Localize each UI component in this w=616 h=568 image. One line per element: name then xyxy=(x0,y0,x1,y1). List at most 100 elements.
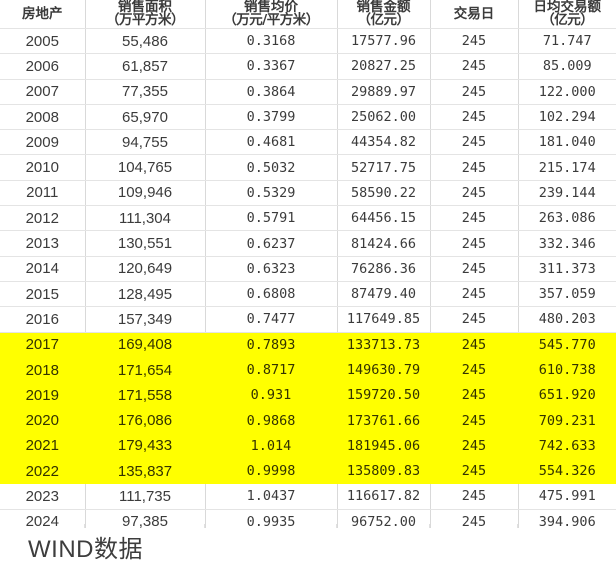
table-row[interactable]: 2019 171,558 0.931 159720.50 245 651.920 xyxy=(0,382,616,409)
cell-daily-amount[interactable]: 71.747 xyxy=(518,28,616,55)
cell-year[interactable]: 2005 xyxy=(0,28,86,55)
table-row[interactable]: 2023 111,735 1.0437 116617.82 245 475.991 xyxy=(0,483,616,510)
cell-year[interactable]: 2018 xyxy=(0,357,86,384)
cell-avg-price[interactable]: 0.6808 xyxy=(205,281,338,308)
cell-sales-amount[interactable]: 116617.82 xyxy=(337,483,431,510)
cell-sales-area[interactable]: 135,837 xyxy=(85,458,206,485)
cell-avg-price[interactable]: 0.4681 xyxy=(205,129,338,156)
cell-trading-days[interactable]: 245 xyxy=(430,357,519,384)
cell-year[interactable]: 2012 xyxy=(0,205,86,232)
cell-avg-price[interactable]: 0.7893 xyxy=(205,332,338,358)
cell-trading-days[interactable]: 245 xyxy=(430,256,519,282)
table-row[interactable]: 2014 120,649 0.6323 76286.36 245 311.373 xyxy=(0,256,616,282)
cell-sales-amount[interactable]: 52717.75 xyxy=(337,154,431,181)
cell-daily-amount[interactable]: 102.294 xyxy=(518,104,616,131)
table-row[interactable]: 2008 65,970 0.3799 25062.00 245 102.294 xyxy=(0,104,616,131)
table-row[interactable]: 2006 61,857 0.3367 20827.25 245 85.009 xyxy=(0,53,616,80)
cell-avg-price[interactable]: 0.5791 xyxy=(205,205,338,232)
cell-daily-amount[interactable]: 311.373 xyxy=(518,256,616,282)
cell-sales-area[interactable]: 171,654 xyxy=(85,357,206,384)
table-row[interactable]: 2022 135,837 0.9998 135809.83 245 554.326 xyxy=(0,458,616,485)
cell-sales-area[interactable]: 77,355 xyxy=(85,79,206,105)
cell-trading-days[interactable]: 245 xyxy=(430,28,519,55)
cell-avg-price[interactable]: 0.6323 xyxy=(205,256,338,282)
table-row[interactable]: 2012 111,304 0.5791 64456.15 245 263.086 xyxy=(0,205,616,232)
cell-sales-area[interactable]: 169,408 xyxy=(85,332,206,358)
cell-year[interactable]: 2022 xyxy=(0,458,86,485)
table-row[interactable]: 2005 55,486 0.3168 17577.96 245 71.747 xyxy=(0,28,616,55)
cell-trading-days[interactable]: 245 xyxy=(430,205,519,232)
cell-trading-days[interactable]: 245 xyxy=(430,154,519,181)
cell-trading-days[interactable]: 245 xyxy=(430,433,519,460)
cell-daily-amount[interactable]: 480.203 xyxy=(518,306,616,333)
cell-avg-price[interactable]: 0.7477 xyxy=(205,306,338,333)
cell-trading-days[interactable]: 245 xyxy=(430,129,519,156)
cell-avg-price[interactable]: 0.6237 xyxy=(205,230,338,257)
cell-avg-price[interactable]: 0.3367 xyxy=(205,53,338,80)
cell-sales-amount[interactable]: 135809.83 xyxy=(337,458,431,485)
cell-sales-area[interactable]: 65,970 xyxy=(85,104,206,131)
cell-sales-area[interactable]: 61,857 xyxy=(85,53,206,80)
cell-sales-amount[interactable]: 20827.25 xyxy=(337,53,431,80)
cell-year[interactable]: 2016 xyxy=(0,306,86,333)
cell-year[interactable]: 2010 xyxy=(0,154,86,181)
cell-trading-days[interactable]: 245 xyxy=(430,332,519,358)
cell-trading-days[interactable]: 245 xyxy=(430,483,519,510)
cell-sales-area[interactable]: 104,765 xyxy=(85,154,206,181)
cell-sales-amount[interactable]: 29889.97 xyxy=(337,79,431,105)
cell-sales-area[interactable]: 130,551 xyxy=(85,230,206,257)
cell-sales-area[interactable]: 157,349 xyxy=(85,306,206,333)
table-row[interactable]: 2016 157,349 0.7477 117649.85 245 480.203 xyxy=(0,306,616,333)
cell-avg-price[interactable]: 1.0437 xyxy=(205,483,338,510)
table-row[interactable]: 2007 77,355 0.3864 29889.97 245 122.000 xyxy=(0,79,616,105)
cell-sales-amount[interactable]: 64456.15 xyxy=(337,205,431,232)
cell-avg-price[interactable]: 0.931 xyxy=(205,382,338,409)
cell-sales-area[interactable]: 55,486 xyxy=(85,28,206,55)
cell-trading-days[interactable]: 245 xyxy=(430,306,519,333)
column-header-sales-amount[interactable]: 销售金额 （亿元） xyxy=(337,0,431,29)
cell-sales-area[interactable]: 128,495 xyxy=(85,281,206,308)
cell-sales-amount[interactable]: 81424.66 xyxy=(337,230,431,257)
column-header-sales-area[interactable]: 销售面积 （万平方米） xyxy=(85,0,206,29)
cell-year[interactable]: 2011 xyxy=(0,180,86,207)
cell-year[interactable]: 2015 xyxy=(0,281,86,308)
table-row[interactable]: 2010 104,765 0.5032 52717.75 245 215.174 xyxy=(0,154,616,181)
cell-trading-days[interactable]: 245 xyxy=(430,230,519,257)
cell-trading-days[interactable]: 245 xyxy=(430,79,519,105)
cell-year[interactable]: 2023 xyxy=(0,483,86,510)
cell-sales-area[interactable]: 176,086 xyxy=(85,407,206,434)
cell-daily-amount[interactable]: 181.040 xyxy=(518,129,616,156)
cell-sales-area[interactable]: 111,735 xyxy=(85,483,206,510)
cell-daily-amount[interactable]: 709.231 xyxy=(518,407,616,434)
cell-daily-amount[interactable]: 475.991 xyxy=(518,483,616,510)
cell-trading-days[interactable]: 245 xyxy=(430,180,519,207)
cell-sales-amount[interactable]: 76286.36 xyxy=(337,256,431,282)
cell-year[interactable]: 2007 xyxy=(0,79,86,105)
table-row[interactable]: 2015 128,495 0.6808 87479.40 245 357.059 xyxy=(0,281,616,308)
cell-trading-days[interactable]: 245 xyxy=(430,281,519,308)
cell-sales-amount[interactable]: 25062.00 xyxy=(337,104,431,131)
cell-sales-area[interactable]: 179,433 xyxy=(85,433,206,460)
cell-daily-amount[interactable]: 122.000 xyxy=(518,79,616,105)
cell-avg-price[interactable]: 0.5032 xyxy=(205,154,338,181)
cell-daily-amount[interactable]: 239.144 xyxy=(518,180,616,207)
cell-avg-price[interactable]: 0.3799 xyxy=(205,104,338,131)
cell-avg-price[interactable]: 0.9998 xyxy=(205,458,338,485)
table-row[interactable]: 2018 171,654 0.8717 149630.79 245 610.738 xyxy=(0,357,616,384)
cell-year[interactable]: 2014 xyxy=(0,256,86,282)
cell-sales-amount[interactable]: 133713.73 xyxy=(337,332,431,358)
cell-daily-amount[interactable]: 742.633 xyxy=(518,433,616,460)
column-header-trading-days[interactable]: 交易日 xyxy=(430,0,519,29)
table-row[interactable]: 2009 94,755 0.4681 44354.82 245 181.040 xyxy=(0,129,616,156)
cell-year[interactable]: 2006 xyxy=(0,53,86,80)
cell-sales-area[interactable]: 111,304 xyxy=(85,205,206,232)
column-header-category[interactable]: 房地产 xyxy=(0,0,86,29)
cell-sales-amount[interactable]: 44354.82 xyxy=(337,129,431,156)
cell-daily-amount[interactable]: 554.326 xyxy=(518,458,616,485)
cell-trading-days[interactable]: 245 xyxy=(430,407,519,434)
cell-daily-amount[interactable]: 85.009 xyxy=(518,53,616,80)
cell-daily-amount[interactable]: 215.174 xyxy=(518,154,616,181)
cell-sales-amount[interactable]: 17577.96 xyxy=(337,28,431,55)
table-row[interactable]: 2021 179,433 1.014 181945.06 245 742.633 xyxy=(0,433,616,460)
cell-trading-days[interactable]: 245 xyxy=(430,53,519,80)
